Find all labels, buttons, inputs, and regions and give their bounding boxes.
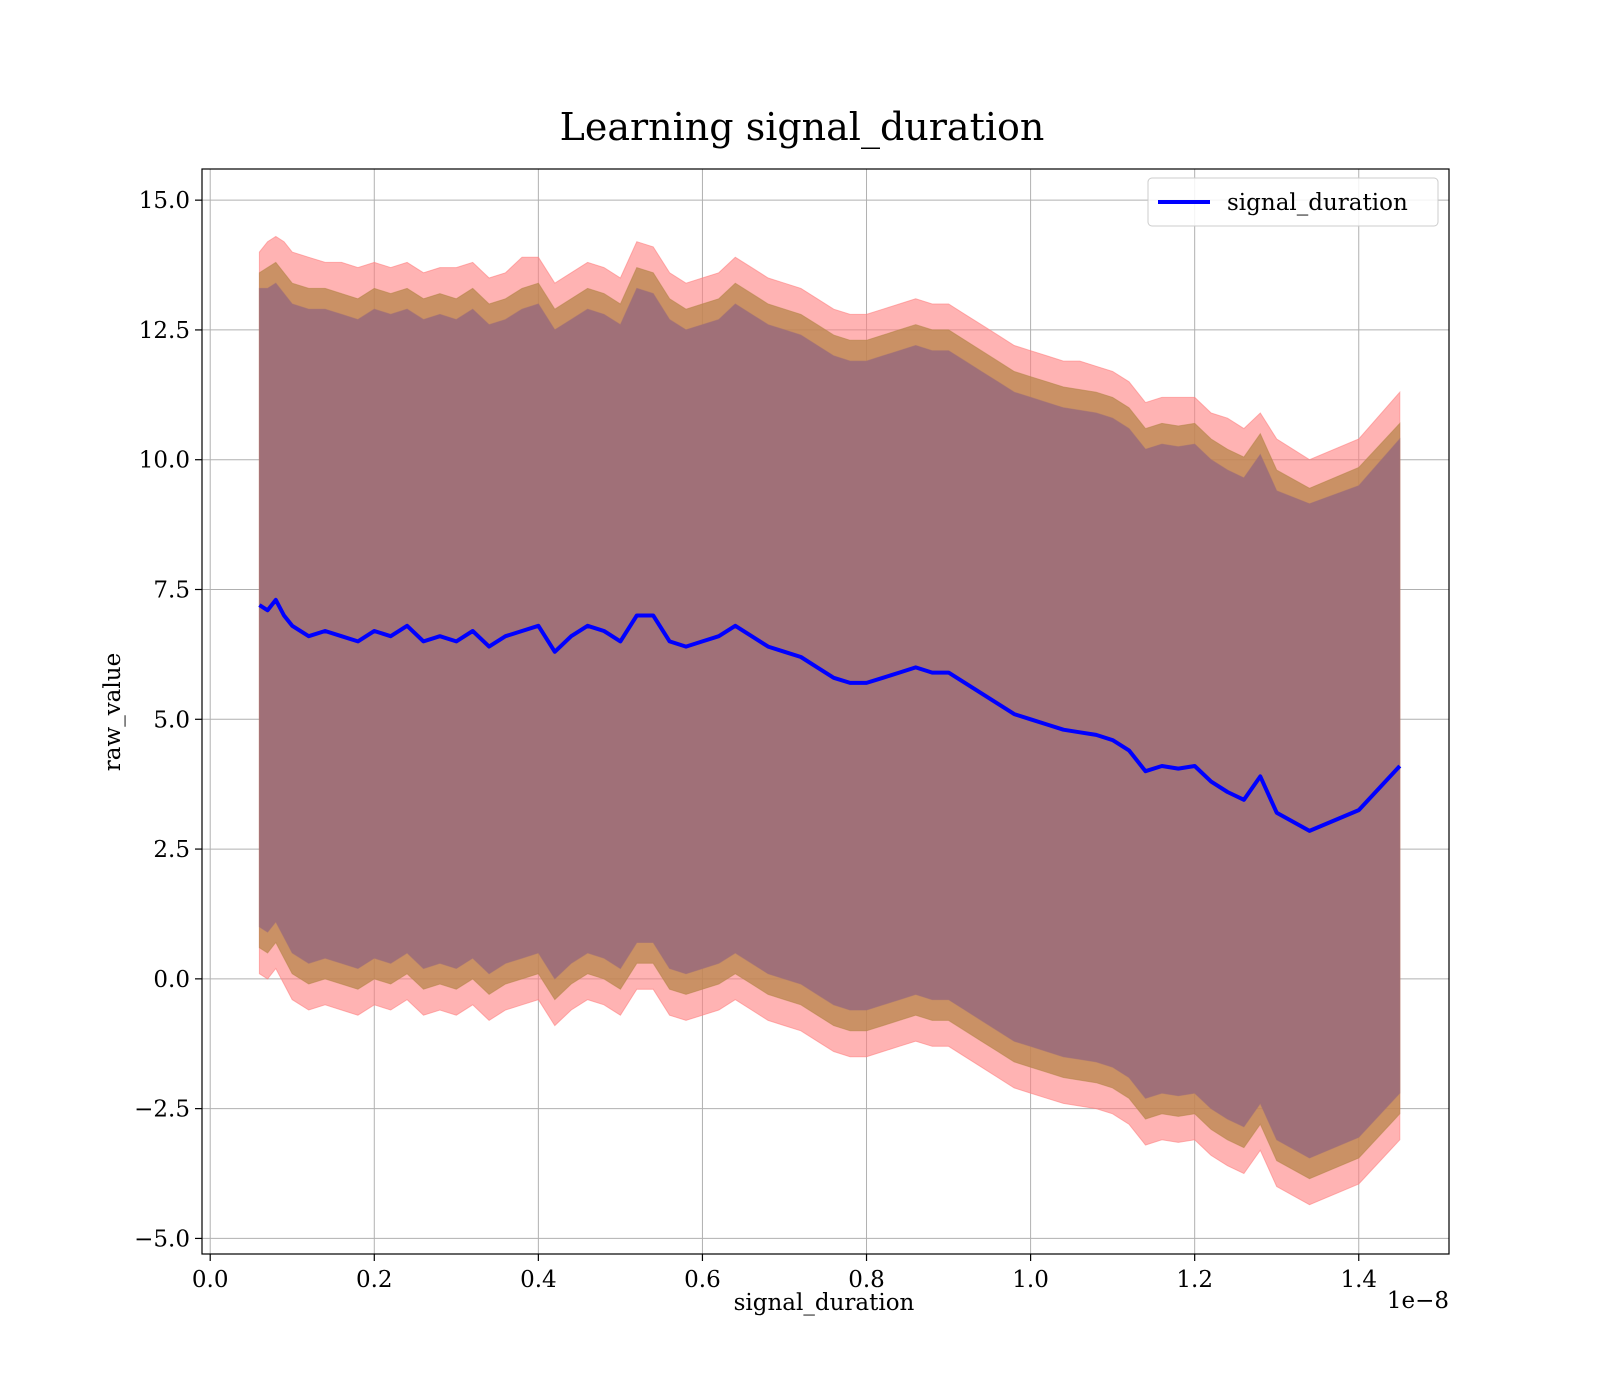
x-tick-label-7: 1.4 [1340, 1267, 1377, 1293]
y-tick-label-0: −5.0 [134, 1226, 190, 1252]
y-tick-label-4: 5.0 [153, 707, 190, 733]
x-axis-offset-label: 1e−8 [1387, 1288, 1449, 1314]
x-tick-label-5: 1.0 [1012, 1267, 1049, 1293]
legend: signal_duration [1147, 177, 1439, 227]
y-tick-label-2: 0.0 [153, 967, 190, 993]
band-inner [258, 282, 1401, 1159]
x-tick-label-0: 0.0 [192, 1267, 229, 1293]
x-axis-ticks: 0.0 0.2 0.4 0.6 0.8 1.0 1.2 1.4 [192, 1254, 1377, 1293]
confidence-bands [258, 235, 1401, 1206]
x-tick-label-4: 0.8 [848, 1267, 885, 1293]
legend-box [1147, 177, 1439, 227]
y-tick-label-5: 7.5 [153, 578, 190, 604]
y-axis-label: raw_value [100, 653, 126, 771]
series-line-0 [258, 597, 1402, 833]
legend-label: signal_duration [1227, 190, 1408, 216]
y-tick-label-6: 10.0 [139, 448, 190, 474]
y-tick-label-8: 15.0 [139, 188, 190, 214]
chart-title: Learning signal_duration [560, 105, 1045, 150]
x-tick-label-6: 1.2 [1176, 1267, 1213, 1293]
x-tick-label-1: 0.2 [356, 1267, 393, 1293]
y-tick-label-3: 2.5 [153, 837, 190, 863]
y-tick-label-7: 12.5 [139, 318, 190, 344]
mean-line-layer [258, 597, 1402, 833]
y-tick-label-1: −2.5 [134, 1097, 190, 1123]
plot-area-frame [201, 168, 1450, 1255]
y-axis-ticks: −5.0 −2.5 0.0 2.5 5.0 7.5 10.0 12.5 15.0 [134, 188, 202, 1252]
x-tick-label-2: 0.4 [520, 1267, 557, 1293]
x-tick-label-3: 0.6 [684, 1267, 721, 1293]
x-axis-label: signal_duration [734, 1290, 915, 1316]
